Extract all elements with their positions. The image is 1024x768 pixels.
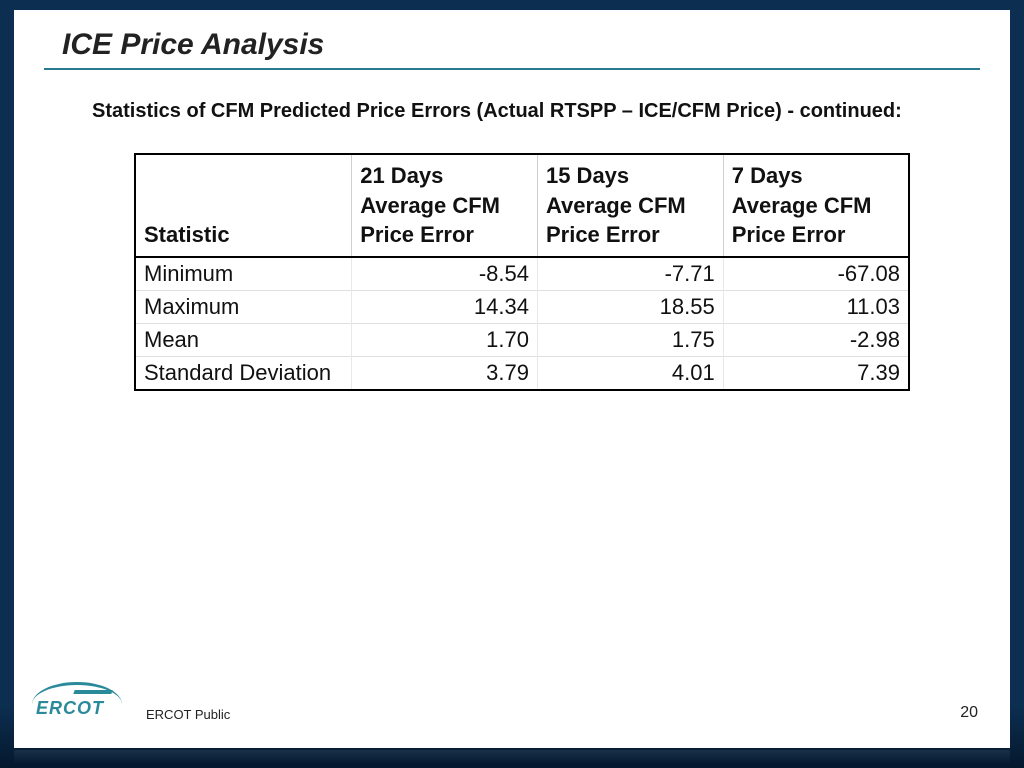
cell: 11.03	[723, 291, 909, 324]
cell: -8.54	[352, 257, 538, 291]
cell: 3.79	[352, 357, 538, 391]
row-label: Maximum	[135, 291, 352, 324]
subtitle: Statistics of CFM Predicted Price Errors…	[44, 98, 980, 125]
slide-reflection	[14, 750, 1010, 764]
cell: 14.34	[352, 291, 538, 324]
row-label: Standard Deviation	[135, 357, 352, 391]
cell: -2.98	[723, 324, 909, 357]
cell: -67.08	[723, 257, 909, 291]
col-header-line: Average CFM	[732, 193, 872, 218]
stats-table-wrap: Statistic 21 Days Average CFM Price Erro…	[134, 153, 910, 391]
footer-label: ERCOT Public	[138, 707, 230, 728]
footer: ERCOT ERCOT Public 20	[28, 676, 996, 728]
col-header-21days: 21 Days Average CFM Price Error	[352, 154, 538, 257]
col-header-line: Price Error	[732, 222, 846, 247]
cell: -7.71	[537, 257, 723, 291]
col-header-line: 21 Days	[360, 163, 443, 188]
table-row: Mean 1.70 1.75 -2.98	[135, 324, 909, 357]
col-header-7days: 7 Days Average CFM Price Error	[723, 154, 909, 257]
page-title: ICE Price Analysis	[44, 28, 980, 68]
table-row: Maximum 14.34 18.55 11.03	[135, 291, 909, 324]
col-header-line: Average CFM	[546, 193, 686, 218]
row-label: Minimum	[135, 257, 352, 291]
logo-dash-icon	[73, 690, 112, 694]
slide-frame: ICE Price Analysis Statistics of CFM Pre…	[0, 0, 1024, 768]
table-row: Minimum -8.54 -7.71 -67.08	[135, 257, 909, 291]
cell: 1.75	[537, 324, 723, 357]
slide-body: ICE Price Analysis Statistics of CFM Pre…	[14, 10, 1010, 748]
table-body: Minimum -8.54 -7.71 -67.08 Maximum 14.34…	[135, 257, 909, 390]
col-header-line: 7 Days	[732, 163, 803, 188]
col-header-label: Statistic	[144, 222, 230, 247]
logo-text: ERCOT	[36, 698, 104, 719]
col-header-statistic: Statistic	[135, 154, 352, 257]
stats-table: Statistic 21 Days Average CFM Price Erro…	[134, 153, 910, 391]
ercot-logo: ERCOT	[28, 676, 138, 728]
row-label: Mean	[135, 324, 352, 357]
cell: 1.70	[352, 324, 538, 357]
cell: 18.55	[537, 291, 723, 324]
table-header-row: Statistic 21 Days Average CFM Price Erro…	[135, 154, 909, 257]
col-header-15days: 15 Days Average CFM Price Error	[537, 154, 723, 257]
title-rule	[44, 68, 980, 70]
page-number: 20	[960, 704, 996, 728]
col-header-line: Price Error	[360, 222, 474, 247]
table-row: Standard Deviation 3.79 4.01 7.39	[135, 357, 909, 391]
col-header-line: Price Error	[546, 222, 660, 247]
col-header-line: 15 Days	[546, 163, 629, 188]
cell: 7.39	[723, 357, 909, 391]
cell: 4.01	[537, 357, 723, 391]
col-header-line: Average CFM	[360, 193, 500, 218]
